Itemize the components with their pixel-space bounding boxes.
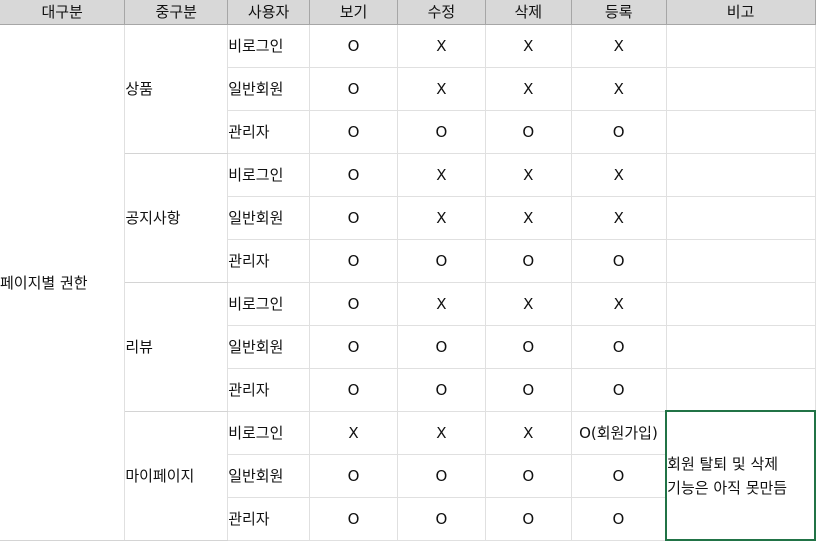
table-row: 페이지별 권한 상품 비로그인 O X X X (0, 24, 816, 541)
view-cell[interactable]: O (309, 196, 398, 240)
table-row: 관리자 O O O O (0, 497, 815, 541)
register-cell[interactable]: O (571, 110, 667, 154)
note-cell-selected[interactable]: 회원 탈퇴 및 삭제 기능은 아직 못만듬 (665, 410, 816, 541)
table-row: 공지사항 비로그인 O X X X (0, 153, 816, 283)
middle-category-cell[interactable]: 마이페이지 (124, 411, 229, 541)
header-cell-view[interactable]: 보기 (309, 0, 398, 25)
table-row: 일반회원 O O O O (0, 325, 816, 369)
edit-cell[interactable]: X (397, 282, 486, 326)
view-cell[interactable]: O (309, 325, 398, 369)
user-cell[interactable]: 관리자 (227, 239, 311, 283)
header-cell-major[interactable]: 대구분 (0, 0, 126, 25)
note-line-2: 기능은 아직 못만듬 (667, 478, 788, 497)
edit-cell[interactable]: O (397, 497, 486, 541)
note-cell-empty[interactable] (666, 24, 816, 68)
delete-cell[interactable]: X (485, 153, 572, 197)
edit-cell[interactable]: X (397, 24, 486, 68)
register-cell[interactable]: O(회원가입) (571, 411, 667, 455)
note-cell-empty[interactable] (666, 153, 816, 197)
edit-cell[interactable]: O (397, 325, 486, 369)
user-cell[interactable]: 비로그인 (227, 24, 311, 68)
view-cell[interactable]: O (309, 239, 398, 283)
view-cell[interactable]: O (309, 282, 398, 326)
register-cell[interactable]: O (571, 454, 667, 498)
register-cell[interactable]: O (571, 497, 667, 541)
user-cell[interactable]: 일반회원 (227, 67, 311, 111)
header-row: 대구분 중구분 사용자 보기 수정 삭제 등록 비고 (0, 0, 816, 25)
note-cell-empty[interactable] (666, 196, 816, 240)
view-cell[interactable]: O (309, 368, 398, 412)
table-row: 마이페이지 비로그인 X X X O(회원가입) 회원 탈퇴 및 삭제 기능은 … (0, 410, 816, 541)
note-cell-empty[interactable] (666, 282, 816, 326)
header-cell-middle[interactable]: 중구분 (124, 0, 229, 25)
register-cell[interactable]: X (571, 153, 667, 197)
user-cell[interactable]: 관리자 (227, 497, 311, 541)
edit-cell[interactable]: X (397, 153, 486, 197)
delete-cell[interactable]: O (485, 368, 572, 412)
table-row: 관리자 O O O O (0, 239, 816, 283)
table-row: 리뷰 비로그인 O X X X (0, 282, 816, 412)
delete-cell[interactable]: O (485, 239, 572, 283)
register-cell[interactable]: O (571, 239, 667, 283)
note-cell-empty[interactable] (666, 110, 816, 154)
user-cell[interactable]: 일반회원 (227, 325, 311, 369)
user-cell[interactable]: 비로그인 (227, 282, 311, 326)
header-cell-delete[interactable]: 삭제 (485, 0, 572, 25)
header-cell-edit[interactable]: 수정 (397, 0, 486, 25)
header-cell-register[interactable]: 등록 (571, 0, 667, 25)
delete-cell[interactable]: X (485, 67, 572, 111)
edit-cell[interactable]: X (397, 411, 486, 455)
note-cell-empty[interactable] (666, 325, 816, 369)
middle-category-cell[interactable]: 공지사항 (124, 153, 229, 283)
major-category-cell[interactable]: 페이지별 권한 (0, 24, 126, 541)
view-cell[interactable]: O (309, 67, 398, 111)
view-cell[interactable]: O (309, 110, 398, 154)
delete-cell[interactable]: X (485, 24, 572, 68)
table-row: 일반회원 O X X X (0, 196, 816, 240)
delete-cell[interactable]: X (485, 282, 572, 326)
delete-cell[interactable]: O (485, 110, 572, 154)
edit-cell[interactable]: X (397, 67, 486, 111)
user-cell[interactable]: 비로그인 (227, 153, 311, 197)
user-cell[interactable]: 비로그인 (227, 411, 311, 455)
view-cell[interactable]: O (309, 153, 398, 197)
user-cell[interactable]: 일반회원 (227, 454, 311, 498)
middle-category-cell[interactable]: 상품 (124, 24, 229, 154)
delete-cell[interactable]: O (485, 497, 572, 541)
note-cell-empty[interactable] (666, 239, 816, 283)
table-row: 관리자 O O O O (0, 368, 816, 412)
view-cell[interactable]: O (309, 497, 398, 541)
view-cell[interactable]: O (309, 24, 398, 68)
register-cell[interactable]: O (571, 325, 667, 369)
edit-cell[interactable]: X (397, 196, 486, 240)
register-cell[interactable]: X (571, 67, 667, 111)
view-cell[interactable]: X (309, 411, 398, 455)
edit-cell[interactable]: O (397, 110, 486, 154)
user-cell[interactable]: 관리자 (227, 368, 311, 412)
register-cell[interactable]: O (571, 368, 667, 412)
delete-cell[interactable]: X (485, 196, 572, 240)
view-cell[interactable]: O (309, 454, 398, 498)
user-cell[interactable]: 관리자 (227, 110, 311, 154)
delete-cell[interactable]: O (485, 325, 572, 369)
delete-cell[interactable]: X (485, 411, 572, 455)
table-row: 일반회원 O X X X (0, 67, 816, 111)
register-cell[interactable]: X (571, 24, 667, 68)
edit-cell[interactable]: O (397, 454, 486, 498)
header-cell-note[interactable]: 비고 (666, 0, 816, 25)
header-cell-user[interactable]: 사용자 (227, 0, 311, 25)
edit-cell[interactable]: O (397, 368, 486, 412)
register-cell[interactable]: X (571, 196, 667, 240)
note-line-1: 회원 탈퇴 및 삭제 (667, 454, 779, 473)
note-cell-empty[interactable] (666, 67, 816, 111)
user-cell[interactable]: 일반회원 (227, 196, 311, 240)
table-row: 일반회원 O O O O (0, 454, 815, 498)
delete-cell[interactable]: O (485, 454, 572, 498)
middle-category-cell[interactable]: 리뷰 (124, 282, 229, 412)
register-cell[interactable]: X (571, 282, 667, 326)
note-cell-empty[interactable] (666, 368, 816, 412)
table-row: 관리자 O O O O (0, 110, 816, 154)
edit-cell[interactable]: O (397, 239, 486, 283)
